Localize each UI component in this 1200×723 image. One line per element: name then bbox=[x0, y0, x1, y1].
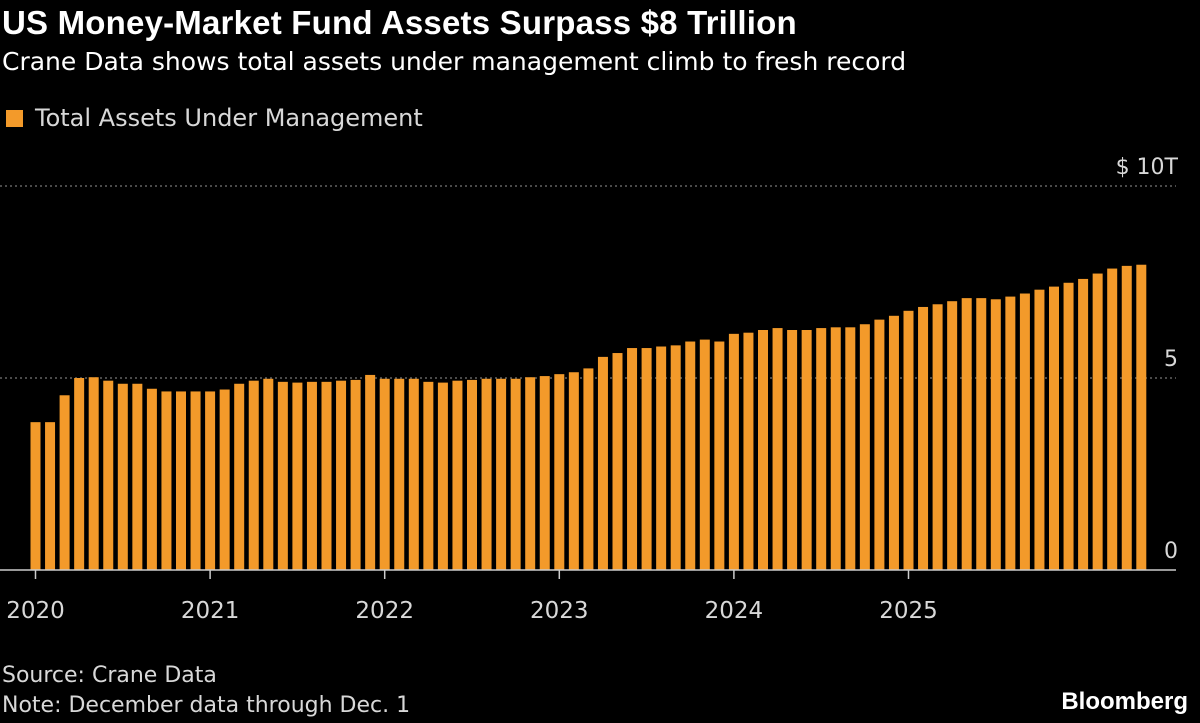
bar bbox=[597, 356, 608, 570]
bar bbox=[1078, 278, 1089, 570]
footnote: Note: December data through Dec. 1 bbox=[2, 693, 411, 718]
bar bbox=[408, 378, 419, 570]
bar bbox=[176, 391, 186, 570]
x-tick-label: 2020 bbox=[6, 598, 65, 624]
bar bbox=[1005, 296, 1016, 570]
y-tick-label: 0 bbox=[1164, 539, 1178, 564]
bar bbox=[103, 380, 114, 570]
bar bbox=[146, 388, 157, 570]
bar bbox=[656, 346, 667, 570]
bar bbox=[845, 327, 856, 570]
source-note: Source: Crane Data bbox=[2, 663, 217, 688]
bar bbox=[336, 380, 347, 570]
bar bbox=[117, 383, 128, 570]
bar bbox=[161, 391, 172, 570]
bar bbox=[801, 330, 812, 570]
x-tick-label: 2025 bbox=[879, 598, 938, 624]
bar bbox=[467, 379, 477, 570]
x-tick-label: 2024 bbox=[705, 598, 764, 624]
axes: 0 5 $ 10T 2020 2021 2022 2023 2024 2025 bbox=[0, 155, 1179, 624]
bar bbox=[918, 306, 929, 570]
legend-swatch bbox=[6, 109, 23, 127]
bar bbox=[990, 299, 1001, 570]
bar bbox=[510, 378, 521, 570]
bar bbox=[205, 391, 216, 570]
legend-label: Total Assets Under Management bbox=[35, 104, 423, 132]
bar bbox=[496, 378, 507, 570]
bar bbox=[554, 374, 565, 570]
bar bbox=[423, 381, 434, 570]
bar bbox=[888, 315, 899, 570]
bar bbox=[1136, 264, 1147, 570]
y-tick-label: 5 bbox=[1164, 347, 1178, 372]
bar bbox=[219, 389, 230, 570]
bar bbox=[292, 382, 303, 570]
bar bbox=[394, 378, 405, 570]
bloomberg-logo: Bloomberg bbox=[1061, 688, 1188, 715]
bar bbox=[947, 301, 958, 570]
bar bbox=[961, 298, 972, 570]
bar bbox=[816, 328, 827, 570]
bar bbox=[539, 376, 550, 570]
bar bbox=[1092, 273, 1103, 570]
bar bbox=[976, 298, 987, 570]
bar bbox=[437, 382, 448, 570]
bar bbox=[350, 379, 361, 570]
x-tick-label: 2023 bbox=[530, 598, 589, 624]
bar bbox=[787, 330, 798, 570]
bar bbox=[1019, 293, 1030, 570]
bar bbox=[583, 368, 594, 570]
bar bbox=[685, 341, 696, 570]
bar bbox=[612, 353, 623, 570]
bar bbox=[277, 381, 288, 570]
bar bbox=[45, 422, 56, 570]
x-tick-label: 2021 bbox=[181, 598, 240, 624]
bar bbox=[932, 304, 943, 570]
bar bbox=[627, 348, 638, 570]
bar bbox=[452, 380, 463, 570]
bar bbox=[88, 377, 99, 570]
bar bbox=[248, 380, 259, 570]
bar bbox=[30, 422, 41, 570]
bar bbox=[525, 377, 536, 570]
bar bbox=[728, 333, 739, 570]
x-tick-label: 2022 bbox=[355, 598, 414, 624]
bar bbox=[1107, 268, 1118, 570]
bar bbox=[481, 378, 492, 570]
chart-subtitle: Crane Data shows total assets under mana… bbox=[2, 47, 907, 76]
bar bbox=[1049, 286, 1059, 570]
bar bbox=[321, 381, 332, 570]
bar bbox=[234, 383, 245, 570]
bar bbox=[758, 330, 768, 570]
bar bbox=[306, 381, 317, 570]
bar bbox=[743, 332, 754, 570]
bar bbox=[641, 348, 652, 570]
bar bbox=[263, 378, 274, 570]
bar bbox=[379, 378, 390, 570]
y-tick-label: $ 10T bbox=[1116, 155, 1179, 180]
bar bbox=[1063, 282, 1074, 570]
bar bbox=[190, 391, 201, 570]
bar bbox=[365, 374, 376, 570]
bar bbox=[714, 341, 725, 570]
bar bbox=[132, 383, 143, 570]
bar bbox=[874, 319, 885, 570]
bar bbox=[74, 378, 85, 570]
bar bbox=[699, 339, 710, 570]
bar bbox=[568, 372, 579, 570]
bar bbox=[772, 328, 783, 570]
bar-chart: 0 5 $ 10T 2020 2021 2022 2023 2024 2025 bbox=[0, 155, 1179, 624]
bar bbox=[670, 345, 681, 570]
bars bbox=[30, 264, 1147, 570]
chart-title: US Money-Market Fund Assets Surpass $8 T… bbox=[2, 4, 797, 41]
chart-legend: Total Assets Under Management bbox=[6, 104, 423, 132]
bar bbox=[1121, 265, 1132, 570]
bar bbox=[1034, 289, 1045, 570]
bar bbox=[903, 310, 914, 570]
bar bbox=[859, 324, 870, 570]
bar bbox=[830, 327, 841, 570]
bar bbox=[59, 395, 70, 570]
